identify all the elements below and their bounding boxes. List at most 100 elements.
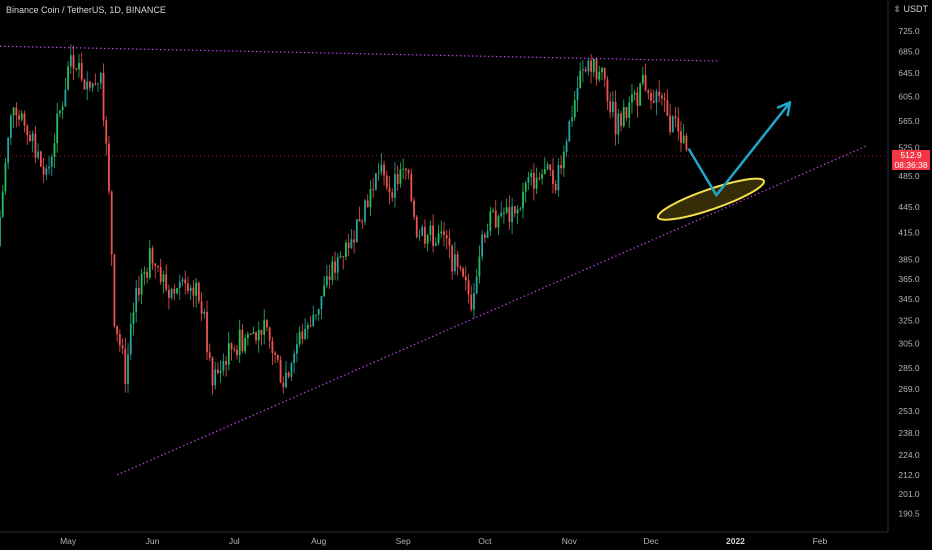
candle-body xyxy=(143,271,146,274)
candle-body xyxy=(325,276,328,286)
candle-body xyxy=(639,83,642,106)
candle-body xyxy=(418,235,421,237)
currency-icon: ⇳ xyxy=(893,4,901,14)
candle-body xyxy=(440,231,443,234)
candle-body xyxy=(655,91,658,103)
candle-body xyxy=(677,118,680,132)
candle-body xyxy=(595,58,598,80)
candle-body xyxy=(543,169,546,174)
time-tick-label: 2022 xyxy=(726,536,745,546)
candle-body xyxy=(380,164,383,173)
currency-code: USDT xyxy=(903,4,929,14)
candle-body xyxy=(135,287,138,313)
price-tick-label: 325.0 xyxy=(898,316,920,326)
candle-body xyxy=(347,242,350,248)
candle-body xyxy=(88,81,91,88)
candle-body xyxy=(462,268,464,277)
candle-body xyxy=(315,314,317,316)
candle-body xyxy=(530,172,533,177)
price-tick-label: 525.0 xyxy=(898,143,920,153)
price-tick-label: 385.0 xyxy=(898,255,920,265)
candle-body xyxy=(236,349,238,356)
price-tick-label: 605.0 xyxy=(898,91,920,101)
price-tick-label: 345.0 xyxy=(898,294,920,304)
candle-body xyxy=(682,135,685,143)
candle-body xyxy=(437,233,440,244)
candle-body xyxy=(614,101,617,135)
candle-body xyxy=(138,287,140,295)
price-tick-label: 212.0 xyxy=(898,470,920,480)
price-tick-label: 224.0 xyxy=(898,450,920,460)
candle-body xyxy=(505,207,508,213)
candle-body xyxy=(562,152,565,169)
candle-body xyxy=(421,226,424,236)
candle-body xyxy=(669,115,671,133)
candle-body xyxy=(45,168,48,175)
candle-body xyxy=(658,91,661,96)
candle-body xyxy=(323,285,326,297)
candle-body xyxy=(252,332,255,335)
candle-body xyxy=(238,329,241,356)
candle-body xyxy=(83,79,86,90)
candle-body xyxy=(162,274,165,282)
candle-body xyxy=(576,88,579,100)
candle-body xyxy=(388,187,391,193)
candle-body xyxy=(617,113,620,135)
candle-body xyxy=(9,115,12,138)
candle-body xyxy=(328,276,331,281)
candle-body xyxy=(453,254,456,272)
candle-body xyxy=(127,354,129,385)
candle-body xyxy=(355,219,358,243)
candle-body xyxy=(102,72,105,121)
time-tick-label: Dec xyxy=(643,536,659,546)
candle-body xyxy=(20,113,23,120)
candle-body xyxy=(151,248,154,264)
support-trendline xyxy=(116,145,867,476)
candle-body xyxy=(257,329,260,341)
candle-body xyxy=(424,226,426,244)
time-tick-label: May xyxy=(60,536,77,546)
candle-body xyxy=(383,164,385,176)
candle-body xyxy=(72,55,75,69)
candle-body xyxy=(358,219,361,222)
price-tick-label: 365.0 xyxy=(898,274,920,284)
candle-body xyxy=(181,279,184,282)
candle-body xyxy=(560,165,563,169)
candle-body xyxy=(522,191,524,209)
candle-body xyxy=(91,83,94,88)
candle-body xyxy=(483,234,486,238)
candles xyxy=(0,44,688,395)
candle-body xyxy=(260,329,263,335)
candle-body xyxy=(565,141,568,153)
candle-body xyxy=(385,175,388,188)
candle-body xyxy=(486,231,489,238)
candle-body xyxy=(178,281,181,289)
candle-body xyxy=(225,361,227,365)
candle-body xyxy=(129,323,132,355)
candle-body xyxy=(97,83,99,85)
candle-body xyxy=(15,107,18,116)
candle-body xyxy=(620,113,622,126)
candle-body xyxy=(48,166,50,169)
candle-body xyxy=(290,363,293,377)
candle-body xyxy=(361,221,364,223)
price-tick-label: 725.0 xyxy=(898,26,920,36)
price-tick-label: 269.0 xyxy=(898,384,920,394)
candle-body xyxy=(189,287,192,291)
candle-body xyxy=(497,216,500,228)
time-tick-label: Jun xyxy=(146,536,160,546)
candle-body xyxy=(39,151,42,167)
candle-body xyxy=(671,116,674,133)
candle-body xyxy=(375,173,377,190)
candle-body xyxy=(75,68,78,70)
candle-body xyxy=(306,325,309,329)
price-tick-label: 415.0 xyxy=(898,227,920,237)
candle-body xyxy=(432,225,435,246)
candle-body xyxy=(217,369,219,374)
candle-body xyxy=(663,98,666,100)
time-tick-label: Oct xyxy=(478,536,492,546)
drawings xyxy=(0,45,888,476)
candle-body xyxy=(652,100,655,103)
price-tick-label: 238.0 xyxy=(898,428,920,438)
